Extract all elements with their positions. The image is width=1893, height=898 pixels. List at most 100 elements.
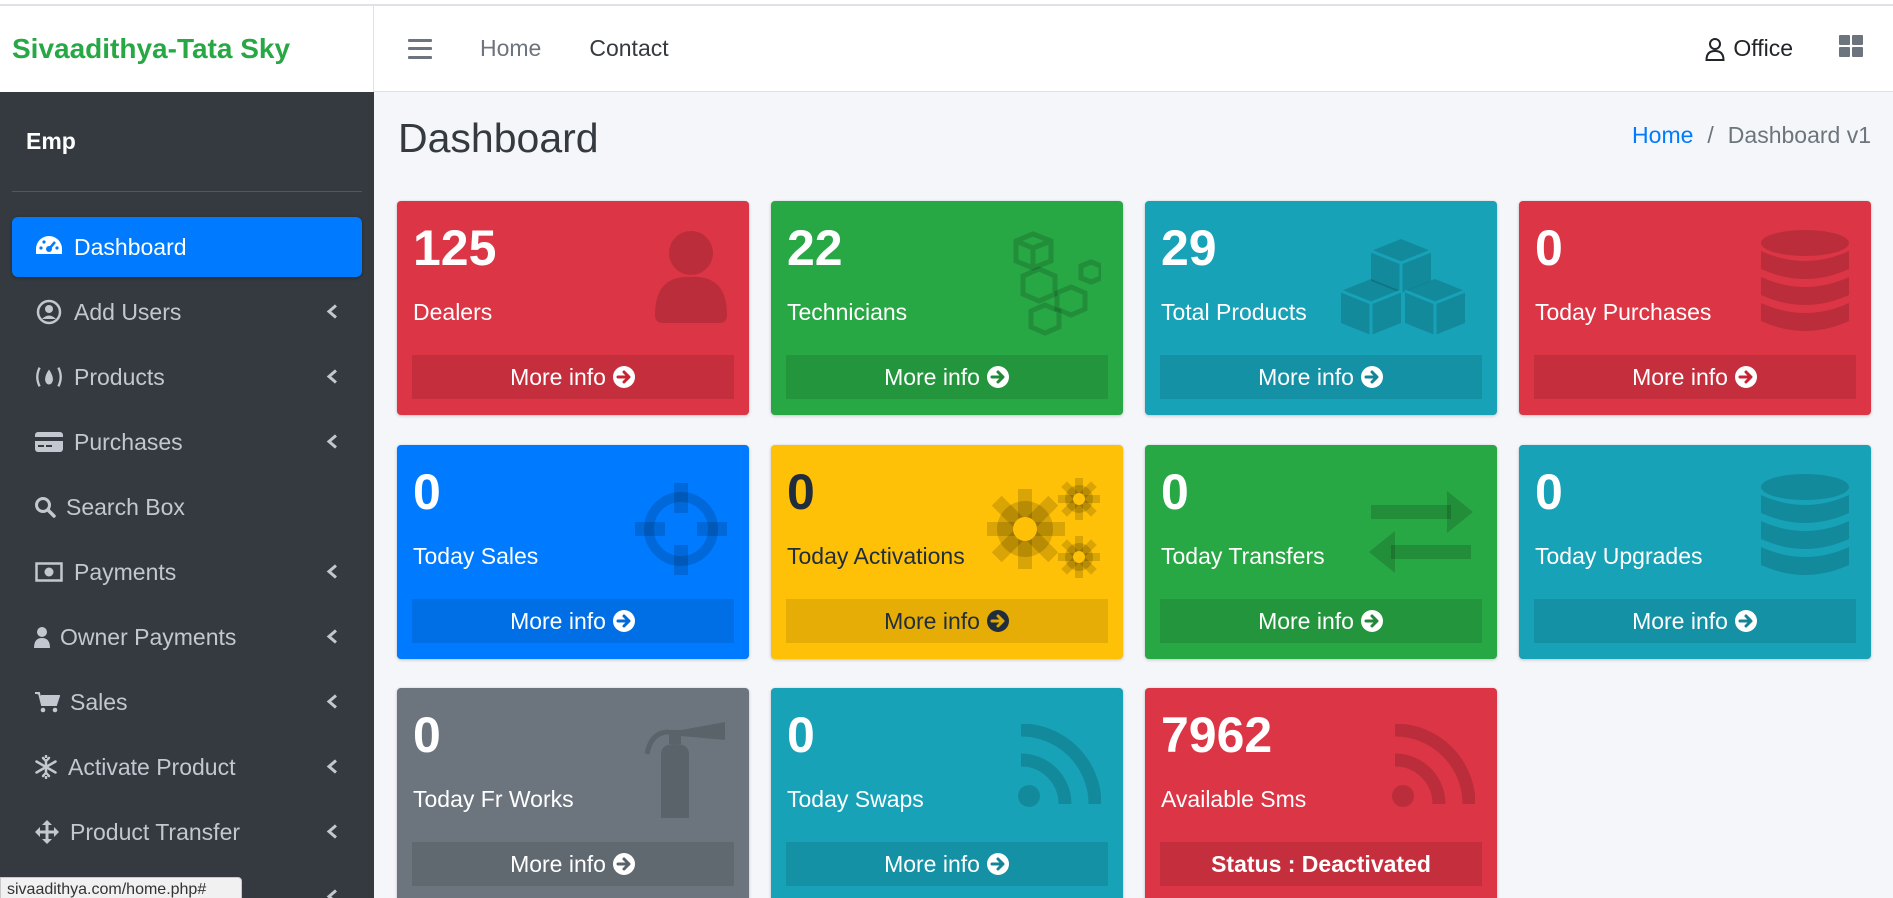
- arrow-circle-right-icon: [1360, 365, 1384, 389]
- page-title: Dashboard: [398, 115, 599, 161]
- small-box-available-sms: 7962 Available Sms Status : Deactivated: [1145, 688, 1497, 898]
- sidebar-item-search-box[interactable]: Search Box: [12, 477, 362, 537]
- sidebar-item-add-users[interactable]: Add Users: [12, 282, 362, 342]
- small-box-today-purchases: 0 Today Purchases More info: [1519, 201, 1871, 415]
- more-info-link[interactable]: More info: [412, 355, 734, 399]
- more-info-label: More info: [1258, 363, 1354, 390]
- top-navbar: Home Contact Office: [374, 6, 1893, 92]
- sms-status[interactable]: Status : Deactivated: [1160, 842, 1482, 886]
- breadcrumb-home-link[interactable]: Home: [1632, 122, 1694, 148]
- sidebar-item-product-transfer[interactable]: Product Transfer: [12, 802, 362, 862]
- arrow-circle-right-icon: [612, 852, 636, 876]
- sidebar-item-sales[interactable]: Sales: [12, 672, 362, 732]
- more-info-link[interactable]: More info: [786, 355, 1108, 399]
- box-value: 0: [787, 707, 815, 763]
- box-label: Today Purchases: [1535, 299, 1712, 325]
- box-label: Today Sales: [413, 543, 539, 569]
- arrow-circle-right-icon: [1360, 609, 1384, 633]
- more-info-label: More info: [1258, 607, 1354, 634]
- small-box-today-upgrades: 0 Today Upgrades More info: [1519, 445, 1871, 659]
- box-label: Available Sms: [1161, 786, 1307, 812]
- box-value: 0: [413, 707, 441, 763]
- sidebar-item-products[interactable]: Products: [12, 347, 362, 407]
- arrow-circle-right-icon: [612, 609, 636, 633]
- chevron-left-icon: [326, 559, 338, 586]
- sidebar-item-purchases[interactable]: Purchases: [12, 412, 362, 472]
- breadcrumb-separator: /: [1707, 122, 1714, 148]
- database-icon: [1759, 473, 1851, 586]
- chevron-left-icon: [326, 884, 338, 898]
- arrow-circle-right-icon: [986, 365, 1010, 389]
- sidebar-item-label: Search Box: [66, 493, 185, 520]
- box-label: Total Products: [1161, 299, 1307, 325]
- more-info-link[interactable]: More info: [1160, 599, 1482, 643]
- arrow-circle-right-icon: [612, 365, 636, 389]
- sidebar-item-owner-payments[interactable]: Owner Payments: [12, 607, 362, 667]
- brand-logo-link[interactable]: Sivaadithya-Tata Sky: [0, 6, 374, 92]
- breadcrumb: Home / Dashboard v1: [1632, 122, 1871, 149]
- sidebar-item-label: Sales: [70, 688, 128, 715]
- cubes-icon: [1011, 231, 1104, 341]
- more-info-label: More info: [1632, 363, 1728, 390]
- sidebar-item-activate-product[interactable]: Activate Product: [12, 737, 362, 797]
- sidebar-item-label: Activate Product: [68, 753, 236, 780]
- chevron-left-icon: [326, 364, 338, 391]
- more-info-link[interactable]: More info: [1534, 599, 1856, 643]
- box-value: 7962: [1161, 707, 1273, 763]
- user-name: Emp: [26, 128, 76, 154]
- nav-link-home[interactable]: Home: [480, 35, 542, 61]
- box-label: Today Activations: [787, 543, 965, 569]
- more-info-label: More info: [884, 850, 980, 877]
- database-icon: [1759, 229, 1851, 342]
- sidebar-item-label: Add Users: [74, 298, 182, 325]
- sms-status-label: Status : Deactivated: [1211, 850, 1431, 877]
- box-label: Dealers: [413, 299, 493, 325]
- menu-toggle-icon[interactable]: [408, 38, 432, 59]
- small-box-today-activations: 0 Today Activations More info: [771, 445, 1123, 659]
- boxes-icon: [1339, 231, 1469, 342]
- crosshairs-icon: [635, 483, 727, 580]
- window-top-border: [0, 0, 1893, 6]
- chevron-left-icon: [326, 299, 338, 326]
- sidebar-item-more[interactable]: [12, 867, 362, 898]
- arrow-circle-right-icon: [986, 609, 1010, 633]
- box-value: 125: [413, 220, 497, 276]
- more-info-label: More info: [884, 363, 980, 390]
- user-menu-label: Office: [1733, 35, 1793, 61]
- chevron-left-icon: [326, 689, 338, 716]
- more-info-link[interactable]: More info: [786, 599, 1108, 643]
- breadcrumb-current: Dashboard v1: [1727, 122, 1871, 148]
- exchange-icon: [1367, 491, 1475, 578]
- sidebar-item-payments[interactable]: Payments: [12, 542, 362, 602]
- user-panel[interactable]: Emp: [12, 92, 362, 192]
- box-value: 0: [1535, 220, 1563, 276]
- rss-icon: [1015, 723, 1102, 815]
- sidebar-item-label: Payments: [74, 558, 177, 585]
- small-box-today-transfers: 0 Today Transfers More info: [1145, 445, 1497, 659]
- small-box-technicians: 22 Technicians More info: [771, 201, 1123, 415]
- more-info-link[interactable]: More info: [412, 842, 734, 886]
- arrow-circle-right-icon: [1734, 609, 1758, 633]
- user-menu[interactable]: Office: [1705, 35, 1793, 62]
- more-info-label: More info: [510, 850, 606, 877]
- box-label: Today Fr Works: [413, 786, 574, 812]
- arrow-circle-right-icon: [1734, 365, 1758, 389]
- grid-icon[interactable]: [1839, 35, 1863, 62]
- box-value: 0: [413, 464, 441, 520]
- user-outline-icon: [1705, 37, 1725, 61]
- nav-link-contact[interactable]: Contact: [589, 35, 669, 61]
- user-icon: [34, 622, 50, 652]
- rss-icon: [1389, 723, 1476, 815]
- small-box-today-swaps: 0 Today Swaps More info: [771, 688, 1123, 898]
- more-info-link[interactable]: More info: [1534, 355, 1856, 399]
- sidebar-nav: Dashboard Add Users Products Purchases: [0, 217, 374, 898]
- more-info-link[interactable]: More info: [1160, 355, 1482, 399]
- box-value: 0: [787, 464, 815, 520]
- sidebar-item-dashboard[interactable]: Dashboard: [12, 217, 362, 277]
- more-info-link[interactable]: More info: [786, 842, 1108, 886]
- more-info-link[interactable]: More info: [412, 599, 734, 643]
- small-box-today-sales: 0 Today Sales More info: [397, 445, 749, 659]
- shopping-cart-icon: [34, 687, 60, 717]
- snowflake-icon: [34, 752, 58, 782]
- box-value: 29: [1161, 220, 1217, 276]
